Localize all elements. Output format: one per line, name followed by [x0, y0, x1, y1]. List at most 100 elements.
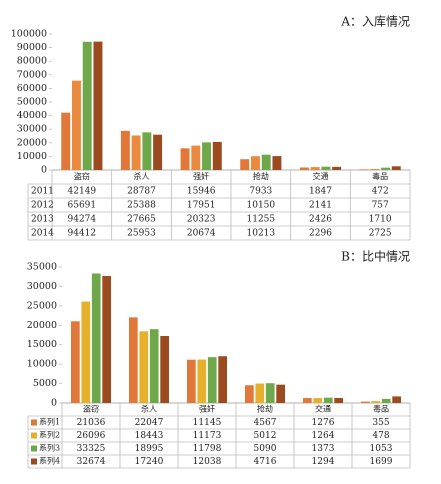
bar [302, 398, 312, 403]
table-cell: 33325 [77, 444, 106, 454]
table-cell: 65691 [68, 201, 97, 211]
row-label: 2011 [31, 187, 54, 197]
bar [70, 321, 80, 403]
bar [310, 167, 320, 170]
table-cell: 32674 [77, 457, 106, 467]
table-cell: 28787 [127, 187, 156, 197]
table-cell: 17240 [135, 457, 164, 467]
bar [218, 356, 228, 403]
bar [139, 331, 149, 403]
bar [212, 141, 222, 170]
table-cell: 1276 [312, 418, 335, 428]
table-cell: 94412 [68, 229, 97, 239]
table-cell: 5090 [254, 444, 277, 454]
bar [61, 112, 71, 170]
bar [272, 156, 282, 170]
x-tick-label: 毒品 [373, 404, 389, 414]
table-cell: 2141 [309, 201, 332, 211]
bar [323, 397, 333, 403]
bar [371, 401, 381, 403]
bar [313, 398, 323, 403]
table-cell: 478 [372, 431, 389, 441]
y-tick-label: 90000 [17, 42, 47, 53]
legend-label: 系列4 [39, 456, 60, 466]
legend-key [31, 445, 37, 452]
y-tick-label: 0 [41, 165, 47, 176]
table-cell: 7933 [249, 187, 272, 197]
y-tick-label: 80000 [17, 56, 47, 67]
x-tick-label: 抢劫 [253, 171, 269, 181]
bar [81, 301, 91, 403]
table-cell: 757 [372, 201, 389, 211]
bar [93, 41, 103, 170]
table-cell: 25953 [127, 229, 156, 239]
legend-label: 系列1 [39, 417, 60, 427]
chart-title: B：比中情况 [341, 249, 410, 264]
x-tick-label: 交通 [315, 404, 331, 414]
table-cell: 2426 [309, 215, 332, 225]
table-cell: 27665 [127, 215, 156, 225]
table-cell: 12038 [193, 457, 222, 467]
x-tick-label: 盗窃 [74, 171, 90, 181]
bar [265, 383, 275, 403]
table-cell: 22047 [135, 418, 164, 428]
bar [370, 168, 380, 170]
bar [202, 142, 212, 170]
y-tick-label: 30000 [27, 281, 57, 292]
bar [207, 357, 217, 403]
table-cell: 2296 [309, 229, 332, 239]
bar [142, 132, 152, 170]
x-tick-label: 强奸 [193, 171, 209, 181]
table-cell: 42149 [68, 187, 97, 197]
table-cell: 1294 [312, 457, 335, 467]
table-cell: 11798 [193, 444, 222, 454]
x-tick-label: 盗窃 [83, 404, 99, 414]
table-cell: 355 [372, 418, 389, 428]
table-cell: 2725 [369, 229, 392, 239]
bar [197, 359, 207, 403]
bar [82, 41, 92, 171]
bar [334, 397, 344, 403]
y-tick-label: 0 [51, 398, 57, 409]
table-cell: 26096 [77, 431, 106, 441]
bar [392, 396, 402, 403]
bar [391, 166, 401, 170]
table-cell: 10213 [247, 229, 276, 239]
bar [240, 159, 250, 170]
bar [359, 169, 369, 170]
y-tick-label: 100000 [11, 29, 47, 40]
table-cell: 11173 [193, 431, 222, 441]
y-tick-label: 30000 [17, 124, 47, 135]
legend-label: 系列3 [39, 443, 60, 453]
table-cell: 21036 [77, 418, 106, 428]
table-cell: 5012 [254, 431, 277, 441]
table-cell: 1373 [312, 444, 335, 454]
table-cell: 1264 [312, 431, 335, 441]
bar [149, 329, 159, 403]
table-cell: 10150 [247, 201, 276, 211]
x-tick-label: 抢劫 [257, 404, 273, 414]
table-cell: 4716 [254, 457, 277, 467]
y-tick-label: 60000 [17, 83, 47, 94]
x-tick-label: 交通 [313, 171, 329, 181]
table-cell: 18995 [135, 444, 164, 454]
bar [91, 273, 101, 403]
bar [332, 166, 342, 170]
table-cell: 472 [372, 187, 389, 197]
bar [360, 401, 370, 403]
legend-key [31, 432, 37, 439]
y-tick-label: 20000 [27, 320, 57, 331]
bar [261, 154, 271, 170]
legend-label: 系列2 [39, 430, 60, 440]
y-tick-label: 5000 [33, 378, 57, 389]
bar [255, 383, 265, 403]
y-tick-label: 10000 [17, 151, 47, 162]
bar [250, 156, 260, 170]
bar [102, 276, 112, 403]
y-tick-label: 15000 [27, 339, 57, 350]
x-tick-label: 强奸 [199, 404, 215, 414]
table-cell: 1710 [369, 215, 392, 225]
table-cell: 1699 [370, 457, 393, 467]
table-cell: 4567 [254, 418, 277, 428]
